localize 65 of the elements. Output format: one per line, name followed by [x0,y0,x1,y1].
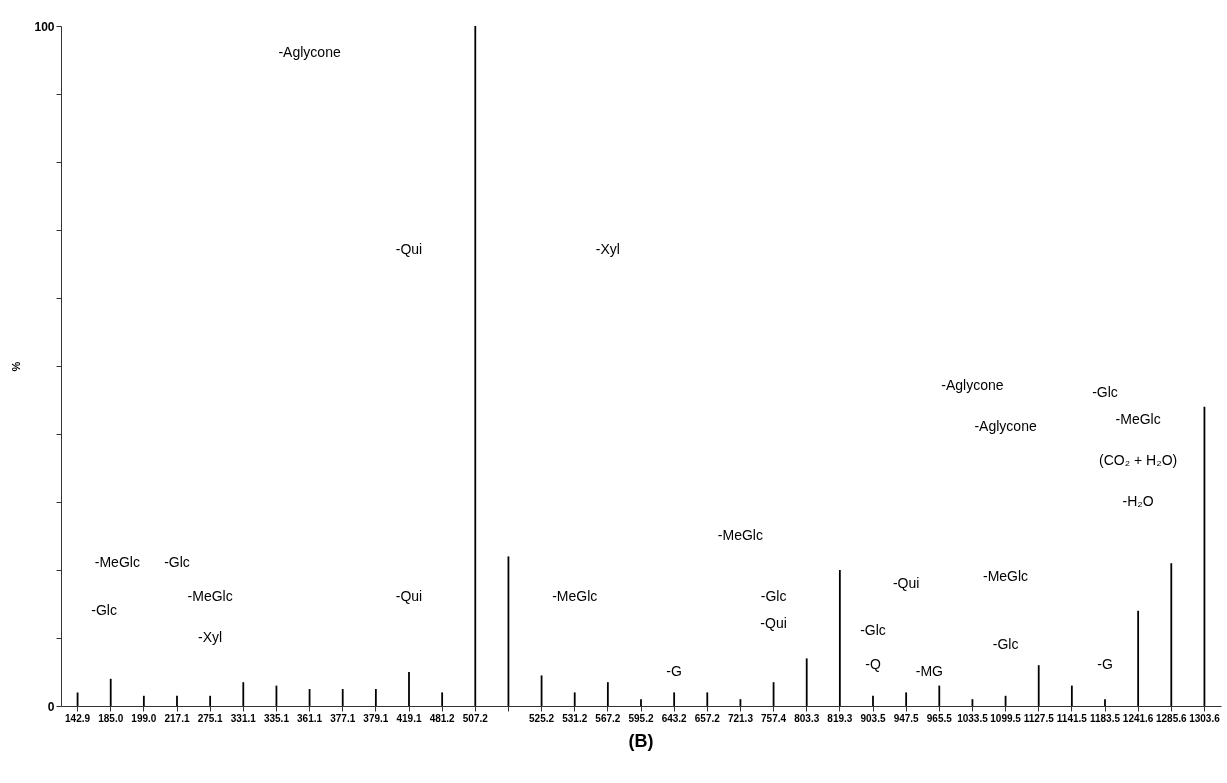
annotation: -Glc [1092,384,1118,401]
annotation: -Glc [760,588,787,605]
x-tick-label: 217.1 [164,712,190,724]
annotation: -MeGlc [717,527,763,543]
annotation: -MeGlc [187,588,233,605]
x-tick-label: 1033.5 [957,712,989,724]
annotation: -Aglycone [974,418,1037,435]
y-axis-title: % [10,361,23,372]
x-tick-label: 185.0 [98,712,124,724]
x-tick-label: 531.2 [562,712,588,724]
x-tick-label: 275.1 [197,712,224,724]
x-tick-label: 507.2 [462,712,489,724]
x-tick-label: 335.1 [263,712,290,724]
annotation: -Qui [395,241,423,258]
annotation: -G [666,663,682,679]
annotation: -Aglycone [278,44,341,61]
x-tick-label: 331.1 [230,712,257,724]
annotation: -Glc [992,635,1019,652]
x-tick-label: 1285.6 [1155,712,1188,724]
annotation: -Q [865,656,881,673]
annotation: -H₂O [1122,493,1154,509]
x-tick-label: 1303.6 [1189,712,1221,724]
annotation: -MG [915,663,943,679]
x-tick-label: 1141.5 [1056,712,1088,724]
y-tick-label: 0 [47,699,55,714]
x-tick-label: 419.1 [396,712,422,724]
annotation: -Qui [395,588,423,605]
annotation: (CO₂ + H₂O) [1099,452,1178,469]
x-tick-label: 525.2 [529,712,555,724]
annotation: -Glc [860,622,886,639]
annotation: -MeGlc [94,554,140,571]
annotation: -Qui [892,574,920,591]
annotation: -Xyl [595,241,620,258]
x-tick-label: 1099.5 [990,712,1022,724]
annotation: -Qui [760,615,787,632]
x-tick-label: 361.1 [297,712,323,724]
x-tick-label: 947.5 [893,712,920,724]
x-tick-label: 142.9 [65,712,91,724]
x-tick-label: 481.2 [429,712,456,724]
x-tick-label: 199.0 [131,712,157,724]
x-tick-label: 643.2 [661,712,688,724]
x-tick-label: 721.3 [727,712,754,724]
x-tick-label: 377.1 [330,712,356,724]
x-tick-label: 379.1 [363,712,389,724]
x-tick-label: 567.2 [595,712,621,724]
annotation: -Glc [91,601,117,618]
annotation: -Xyl [198,629,223,645]
annotation: -Glc [164,554,190,571]
annotation: -MeGlc [983,567,1029,584]
annotation: -G [1097,656,1113,673]
x-tick-label: 819.3 [827,712,853,724]
x-tick-label: 1241.6 [1122,712,1154,724]
x-tick-label: 657.2 [694,712,721,724]
x-tick-label: 803.3 [794,712,820,724]
annotation: -MeGlc [1115,411,1161,428]
y-tick-label: 100 [34,19,55,34]
x-tick-label: 903.5 [860,712,886,724]
annotation: -MeGlc [552,588,598,605]
x-tick-label: 595.2 [628,712,654,724]
x-tick-label: 965.5 [926,712,953,724]
x-tick-label: 757.4 [761,712,787,724]
x-tick-label: 1127.5 [1023,712,1055,724]
annotation: -Aglycone [941,377,1004,394]
text: (B) [628,731,654,751]
x-tick-label: 1183.5 [1089,712,1121,724]
